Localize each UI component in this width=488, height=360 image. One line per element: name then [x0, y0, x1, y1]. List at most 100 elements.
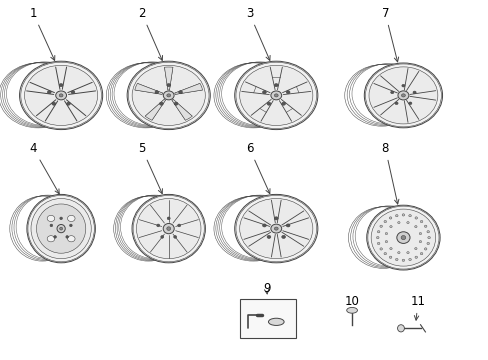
Text: 5: 5: [138, 142, 162, 194]
Ellipse shape: [379, 225, 382, 228]
Ellipse shape: [414, 217, 417, 219]
Ellipse shape: [419, 252, 422, 255]
Ellipse shape: [368, 67, 437, 124]
Ellipse shape: [376, 237, 378, 239]
Text: 9: 9: [262, 282, 270, 295]
Ellipse shape: [412, 91, 415, 94]
Ellipse shape: [401, 84, 404, 87]
Ellipse shape: [389, 248, 391, 249]
Ellipse shape: [414, 256, 417, 258]
Ellipse shape: [262, 224, 266, 227]
Ellipse shape: [395, 258, 397, 261]
Text: 7: 7: [381, 7, 398, 62]
Ellipse shape: [173, 235, 176, 238]
Ellipse shape: [69, 224, 72, 227]
Ellipse shape: [234, 194, 317, 263]
Ellipse shape: [390, 91, 393, 94]
Ellipse shape: [47, 215, 55, 221]
Polygon shape: [164, 67, 173, 90]
Ellipse shape: [178, 91, 182, 94]
Ellipse shape: [379, 248, 382, 250]
Ellipse shape: [426, 231, 428, 233]
Ellipse shape: [37, 204, 85, 253]
Ellipse shape: [60, 217, 62, 220]
Ellipse shape: [408, 102, 411, 104]
Ellipse shape: [383, 252, 386, 255]
Text: 10: 10: [344, 295, 359, 308]
Ellipse shape: [424, 225, 426, 228]
Ellipse shape: [397, 252, 399, 254]
Ellipse shape: [408, 215, 410, 217]
Ellipse shape: [266, 102, 270, 105]
Ellipse shape: [366, 205, 439, 270]
Ellipse shape: [57, 225, 65, 233]
Ellipse shape: [67, 236, 75, 242]
Ellipse shape: [406, 252, 408, 254]
Ellipse shape: [377, 231, 379, 233]
Ellipse shape: [67, 215, 75, 221]
Ellipse shape: [270, 91, 281, 100]
Ellipse shape: [385, 233, 387, 235]
Ellipse shape: [419, 220, 422, 223]
Ellipse shape: [370, 209, 435, 266]
Ellipse shape: [385, 240, 387, 243]
Polygon shape: [172, 99, 192, 120]
Ellipse shape: [161, 235, 163, 238]
Ellipse shape: [383, 220, 386, 223]
Ellipse shape: [166, 227, 170, 230]
Ellipse shape: [166, 84, 170, 87]
Ellipse shape: [270, 224, 281, 233]
Ellipse shape: [408, 258, 410, 261]
Ellipse shape: [400, 235, 405, 240]
Ellipse shape: [426, 242, 428, 244]
Ellipse shape: [406, 221, 408, 224]
Ellipse shape: [132, 65, 205, 126]
Ellipse shape: [268, 318, 284, 325]
Ellipse shape: [395, 215, 397, 217]
Ellipse shape: [388, 256, 391, 258]
Ellipse shape: [396, 232, 409, 243]
Ellipse shape: [59, 94, 63, 97]
Ellipse shape: [159, 102, 163, 105]
Ellipse shape: [401, 259, 404, 261]
Ellipse shape: [285, 224, 289, 227]
Ellipse shape: [285, 91, 289, 94]
Bar: [239, 299, 295, 338]
Ellipse shape: [424, 248, 426, 250]
Ellipse shape: [60, 227, 62, 230]
Ellipse shape: [364, 63, 442, 128]
Ellipse shape: [127, 61, 210, 130]
Polygon shape: [145, 99, 165, 120]
Ellipse shape: [166, 94, 170, 97]
Ellipse shape: [163, 91, 174, 100]
Polygon shape: [174, 84, 202, 94]
Ellipse shape: [397, 221, 399, 224]
Ellipse shape: [47, 91, 51, 94]
Ellipse shape: [397, 325, 404, 332]
Ellipse shape: [47, 236, 55, 242]
Ellipse shape: [132, 194, 205, 263]
Ellipse shape: [414, 226, 416, 228]
Ellipse shape: [56, 91, 66, 100]
Ellipse shape: [174, 102, 178, 105]
Ellipse shape: [401, 214, 404, 216]
Ellipse shape: [401, 94, 405, 97]
Ellipse shape: [274, 217, 278, 220]
Ellipse shape: [397, 91, 408, 100]
Ellipse shape: [177, 224, 180, 227]
Ellipse shape: [66, 102, 70, 105]
Ellipse shape: [394, 102, 397, 104]
Ellipse shape: [239, 65, 312, 126]
Ellipse shape: [418, 240, 421, 243]
Ellipse shape: [66, 235, 68, 238]
Ellipse shape: [31, 198, 91, 259]
Ellipse shape: [136, 198, 201, 259]
Ellipse shape: [414, 248, 416, 249]
Ellipse shape: [418, 233, 421, 235]
Ellipse shape: [54, 235, 56, 238]
Ellipse shape: [266, 235, 270, 238]
Ellipse shape: [281, 235, 285, 238]
Text: 1: 1: [29, 7, 55, 60]
Ellipse shape: [27, 194, 95, 263]
Ellipse shape: [274, 227, 278, 230]
